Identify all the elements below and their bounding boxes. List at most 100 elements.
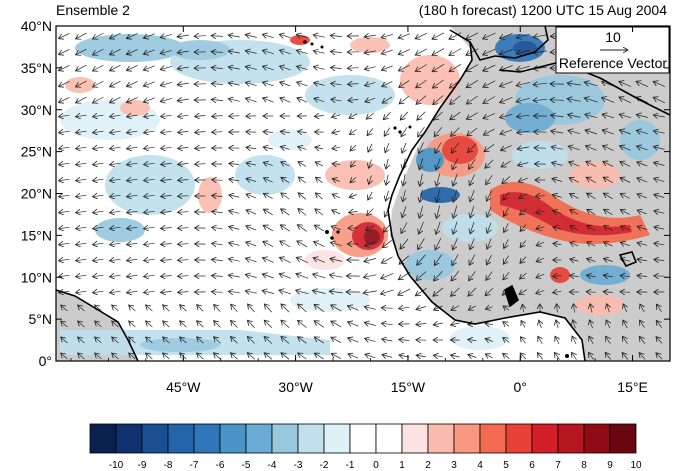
wind-vector bbox=[420, 173, 423, 186]
wind-vector bbox=[279, 290, 292, 294]
wind-vector bbox=[211, 276, 223, 277]
wind-vector bbox=[535, 196, 545, 197]
wind-vector bbox=[231, 304, 238, 313]
wind-vector bbox=[160, 66, 172, 69]
wind-vector bbox=[620, 275, 630, 276]
wind-vector bbox=[263, 132, 274, 133]
wind-vector bbox=[95, 321, 102, 328]
wind-vector bbox=[127, 163, 138, 165]
wind-vector bbox=[280, 241, 291, 248]
wind-vector bbox=[228, 83, 240, 85]
wind-vector bbox=[500, 81, 513, 86]
wind-vector bbox=[262, 50, 274, 53]
wind-vector bbox=[416, 79, 427, 88]
wind-vector bbox=[315, 162, 323, 166]
wind-vector bbox=[552, 195, 562, 198]
wind-vector bbox=[126, 97, 138, 102]
wind-vector bbox=[348, 354, 359, 358]
wind-vector bbox=[281, 337, 290, 344]
wind-vector bbox=[263, 98, 274, 103]
colorbar-swatch bbox=[427, 423, 455, 454]
wind-vector bbox=[519, 193, 528, 199]
wind-vector bbox=[76, 195, 87, 197]
wind-vector bbox=[623, 320, 627, 329]
wind-vector bbox=[551, 115, 564, 117]
wind-vector bbox=[228, 291, 240, 292]
wind-vector bbox=[607, 304, 610, 313]
colorbar-swatch bbox=[583, 423, 611, 454]
lon-label: 30°W bbox=[278, 379, 313, 395]
wind-vector bbox=[386, 158, 388, 169]
wind-vector bbox=[520, 224, 527, 232]
wind-vector bbox=[399, 80, 410, 88]
wind-vector bbox=[61, 353, 68, 360]
wind-vector bbox=[264, 304, 272, 313]
wind-vector bbox=[654, 178, 665, 181]
wind-vector bbox=[297, 225, 307, 232]
wind-vector bbox=[366, 225, 375, 230]
wind-vector bbox=[211, 99, 223, 100]
wind-vector bbox=[127, 131, 138, 133]
colorbar-label: -7 bbox=[190, 460, 199, 471]
wind-vector bbox=[432, 48, 445, 56]
wind-vector bbox=[637, 178, 648, 182]
wind-vector bbox=[552, 179, 563, 182]
wind-vector bbox=[61, 305, 68, 312]
wind-vector bbox=[468, 339, 477, 340]
wind-vector bbox=[93, 195, 104, 197]
wind-vector bbox=[76, 259, 87, 261]
wind-vector bbox=[416, 307, 427, 310]
wind-vector bbox=[435, 142, 442, 154]
wind-vector bbox=[619, 81, 632, 87]
wind-vector bbox=[501, 145, 512, 151]
wind-vector bbox=[144, 291, 155, 292]
wind-vector bbox=[386, 190, 389, 201]
wind-vector bbox=[586, 292, 596, 293]
wind-vector bbox=[636, 115, 648, 118]
wind-vector bbox=[349, 211, 358, 212]
wind-vector bbox=[522, 304, 523, 312]
colorbar-label: -2 bbox=[320, 460, 329, 471]
wind-vector bbox=[110, 80, 121, 87]
wind-vector bbox=[451, 323, 460, 325]
wind-vector bbox=[315, 193, 323, 200]
wind-vector bbox=[587, 242, 596, 246]
wind-vector bbox=[110, 64, 121, 71]
wind-vector bbox=[587, 193, 596, 200]
wind-vector bbox=[485, 339, 494, 342]
wind-vector bbox=[588, 352, 594, 360]
wind-vector bbox=[126, 49, 138, 54]
wind-vector bbox=[146, 337, 153, 344]
wind-vector bbox=[382, 96, 393, 103]
wind-vector bbox=[536, 290, 545, 293]
wind-vector bbox=[178, 180, 189, 181]
colorbar-swatch bbox=[115, 423, 143, 454]
wind-vector bbox=[570, 242, 579, 246]
wind-vector bbox=[180, 337, 187, 344]
wind-vector bbox=[386, 174, 388, 185]
wind-vector bbox=[500, 114, 513, 117]
wind-vector bbox=[93, 211, 104, 213]
wind-vector bbox=[178, 131, 189, 132]
wind-vector bbox=[93, 32, 104, 39]
wind-vector bbox=[332, 164, 341, 165]
colorbar-label: 6 bbox=[529, 460, 535, 471]
wind-vector bbox=[313, 67, 325, 70]
wind-vector bbox=[517, 131, 530, 133]
wind-vector bbox=[604, 242, 613, 246]
wind-vector bbox=[433, 287, 444, 296]
wind-vector bbox=[316, 177, 323, 184]
wind-vector bbox=[195, 148, 206, 149]
wind-vector bbox=[59, 163, 70, 165]
colorbar-swatch bbox=[609, 423, 637, 454]
wind-vector bbox=[194, 36, 206, 37]
wind-vector bbox=[59, 96, 70, 102]
wind-vector bbox=[518, 178, 528, 182]
wind-vector bbox=[536, 227, 545, 229]
wind-vector bbox=[177, 83, 189, 85]
wind-vector bbox=[178, 147, 189, 148]
wind-vector bbox=[246, 242, 257, 246]
wind-vector bbox=[214, 353, 221, 360]
wind-vector bbox=[620, 194, 630, 199]
wind-vector bbox=[470, 189, 475, 202]
